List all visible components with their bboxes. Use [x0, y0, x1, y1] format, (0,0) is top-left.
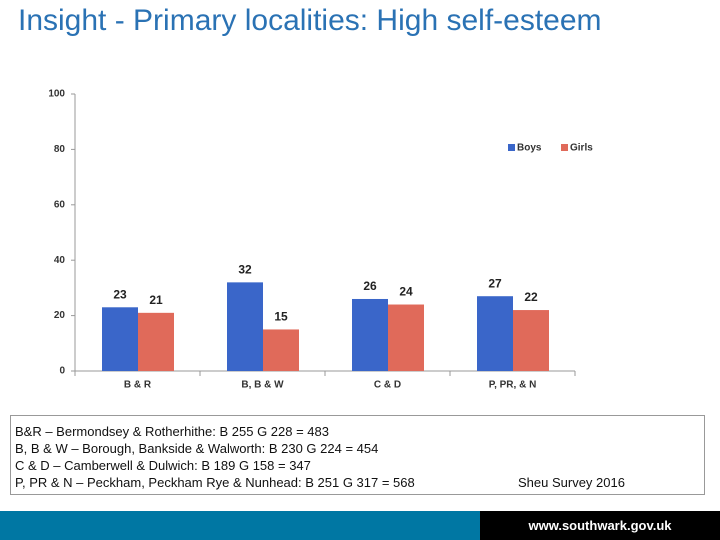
note: B, B & W – Borough, Bankside & Walworth:…: [15, 441, 379, 456]
source: Sheu Survey 2016: [518, 475, 625, 490]
x-tick-label: B, B & W: [241, 380, 284, 391]
data-label: 27: [488, 276, 502, 290]
legend-label: Boys: [517, 143, 542, 154]
data-label: 24: [399, 285, 413, 299]
bar: [227, 282, 263, 371]
legend-label: Girls: [570, 143, 593, 154]
data-label: 15: [274, 310, 288, 324]
bar: [352, 298, 388, 371]
y-tick-label: 0: [59, 366, 65, 377]
bar: [263, 329, 299, 371]
y-tick-label: 100: [48, 89, 65, 100]
bar: [477, 296, 513, 371]
y-tick-label: 20: [54, 310, 66, 321]
bar: [102, 307, 138, 371]
footer-band: [0, 511, 480, 540]
slide-title: Insight - Primary localities: High self-…: [18, 4, 602, 37]
data-label: 21: [149, 293, 163, 307]
y-tick-label: 60: [54, 199, 66, 210]
x-tick-label: B & R: [124, 380, 152, 391]
data-label: 23: [113, 287, 127, 301]
chart: 0 20 40 60 80 100 B & R 23 21 B, B & W 32 15 C & D 26…: [48, 89, 593, 391]
data-label: 26: [363, 279, 377, 293]
note: B&R – Bermondsey & Rotherhithe: B 255 G …: [15, 424, 329, 439]
legend-swatch: [508, 144, 515, 151]
y-tick-label: 40: [54, 255, 66, 266]
bar: [388, 304, 424, 371]
y-tick-label: 80: [54, 144, 66, 155]
bar: [513, 310, 549, 371]
notes-box: B&R – Bermondsey & Rotherhithe: B 255 G …: [10, 415, 705, 495]
x-tick-label: P, PR, & N: [489, 380, 537, 391]
legend-swatch: [561, 144, 568, 151]
note: C & D – Camberwell & Dulwich: B 189 G 15…: [15, 458, 311, 473]
bar: [138, 312, 174, 371]
x-tick-label: C & D: [374, 380, 401, 391]
data-label: 32: [238, 263, 252, 277]
data-label: 22: [524, 290, 538, 304]
note: P, PR & N – Peckham, Peckham Rye & Nunhe…: [15, 475, 415, 490]
footer-url: www.southwark.gov.uk: [480, 511, 720, 540]
